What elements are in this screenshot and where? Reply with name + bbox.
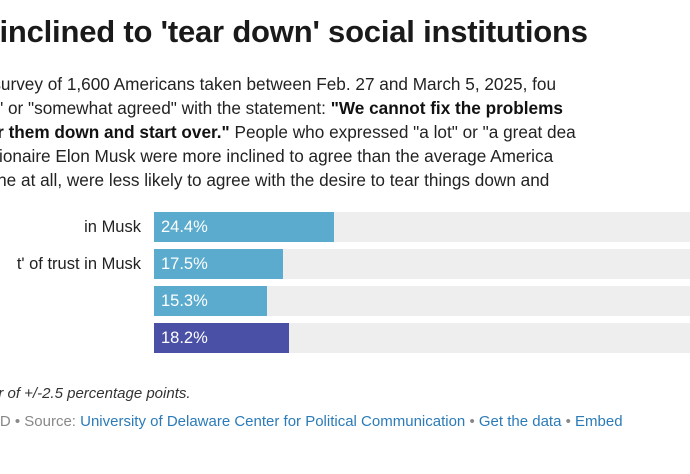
bar-value-label: 18.2% <box>161 329 208 347</box>
footer-separator: • <box>465 413 479 430</box>
description-line-3: ear them down and start over." People wh… <box>0 120 690 144</box>
chart-footer: ND • Source: University of Delaware Cent… <box>0 413 623 430</box>
bar-track: 15.3% <box>154 286 690 316</box>
description-line-4: billionaire Elon Musk were more inclined… <box>0 146 554 166</box>
description-quote-start: "We cannot fix the problems <box>330 98 563 118</box>
bar-track: 17.5% <box>154 249 690 279</box>
bar-row: 15.3% <box>0 286 690 316</box>
source-link[interactable]: University of Delaware Center for Politi… <box>80 413 466 430</box>
footer-source-prefix: • Source: <box>10 413 81 430</box>
footer-credit: ND <box>0 413 11 430</box>
bar-track: 18.2% <box>154 323 690 353</box>
description-line-1: e survey of 1,600 Americans taken betwee… <box>0 74 557 94</box>
margin-of-error-note: rror of +/-2.5 percentage points. <box>0 385 191 402</box>
bar-value-label: 24.4% <box>161 218 208 236</box>
bar-category-label: in Musk <box>84 218 141 236</box>
description-line-2: ed" or "somewhat agreed" with the statem… <box>0 96 690 120</box>
footer-separator: • <box>561 413 576 430</box>
get-the-data-link[interactable]: Get the data <box>478 413 562 430</box>
bar: 15.3% <box>154 286 268 316</box>
embed-link[interactable]: Embed <box>575 413 623 430</box>
bar: 24.4% <box>154 212 335 242</box>
description-quote-end: ear them down and start over." <box>0 122 230 142</box>
description-line-3-text: People who expressed "a lot" or "a great… <box>229 122 576 142</box>
bar-chart: in Musk 24.4% t' of trust in Musk 17.5% 15.3… <box>0 212 690 360</box>
bar-value-label: 15.3% <box>161 292 208 310</box>
bar-track: 24.4% <box>154 212 690 242</box>
description-line-2-text: ed" or "somewhat agreed" with the statem… <box>0 98 331 118</box>
chart-title: e inclined to 'tear down' social institu… <box>0 14 588 49</box>
bar-value-label: 17.5% <box>161 255 208 273</box>
bar: 17.5% <box>154 249 284 279</box>
bar-row: in Musk 24.4% <box>0 212 690 242</box>
bar: 18.2% <box>154 323 289 353</box>
bar-row: 18.2% <box>0 323 690 353</box>
bar-category-label: t' of trust in Musk <box>16 255 141 273</box>
description-line-5: none at all, were less likely to agree w… <box>0 170 550 190</box>
bar-row: t' of trust in Musk 17.5% <box>0 249 690 279</box>
chart-description: e survey of 1,600 Americans taken betwee… <box>0 72 690 192</box>
